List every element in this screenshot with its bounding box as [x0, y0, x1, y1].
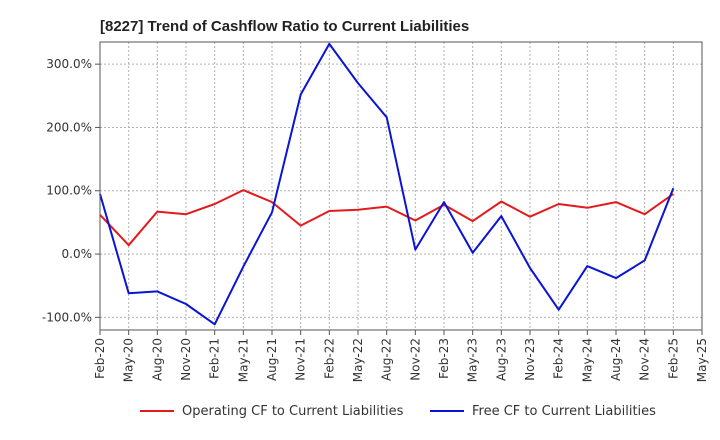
series-group: [99, 42, 675, 326]
legend-label-1: Operating CF to Current Liabilities: [182, 404, 404, 419]
x-tick-label: May-24: [580, 338, 594, 382]
y-tick-label: 100.0%: [46, 184, 92, 198]
x-tick-label: Nov-23: [523, 338, 537, 381]
series-line-1: [99, 189, 674, 247]
y-tick-label: 300.0%: [46, 57, 92, 71]
x-axis: Feb-20 May-20 Aug-20 Nov-20 Feb-21 May-21 Aug-…: [93, 330, 709, 382]
x-tick-label: May-23: [466, 338, 480, 382]
x-tick-label: Feb-20: [93, 338, 107, 379]
x-tick-label: Aug-24: [609, 338, 623, 381]
chart-title: [8227] Trend of Cashflow Ratio to Curren…: [100, 18, 469, 35]
legend-label-2: Free CF to Current Liabilities: [472, 404, 656, 419]
x-tick-label: Feb-23: [437, 338, 451, 379]
y-axis: -100.0% 0.0% 100.0% 200.0% 300.0%: [42, 57, 100, 324]
plot-area-frame: [99, 41, 703, 331]
x-tick-label: Nov-22: [408, 338, 422, 381]
x-tick-label: May-20: [122, 338, 136, 382]
x-tick-label: Feb-25: [666, 338, 680, 379]
x-tick-label: Nov-24: [638, 338, 652, 381]
x-tick-label: Feb-22: [322, 338, 336, 379]
x-tick-label: May-21: [236, 338, 250, 382]
x-tick-label: Nov-21: [294, 338, 308, 381]
x-tick-label: Feb-24: [552, 338, 566, 379]
x-tick-label: Aug-20: [150, 338, 164, 381]
y-tick-label: -100.0%: [42, 310, 92, 324]
x-tick-label: Aug-21: [265, 338, 279, 381]
y-tick-label: 0.0%: [62, 247, 93, 261]
x-tick-label: May-25: [695, 338, 709, 382]
y-tick-label: 200.0%: [46, 120, 92, 134]
x-tick-label: Nov-20: [179, 338, 193, 381]
x-tick-label: May-22: [351, 338, 365, 382]
x-tick-label: Aug-22: [380, 338, 394, 381]
x-tick-label: Feb-21: [208, 338, 222, 379]
series-line-2: [99, 42, 675, 326]
legend: Operating CF to Current Liabilities Free …: [140, 404, 656, 419]
x-tick-label: Aug-23: [494, 338, 508, 381]
